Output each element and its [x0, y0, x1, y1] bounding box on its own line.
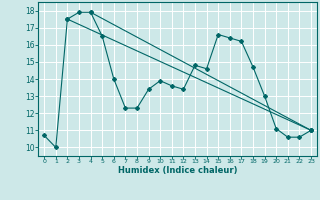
- X-axis label: Humidex (Indice chaleur): Humidex (Indice chaleur): [118, 166, 237, 175]
